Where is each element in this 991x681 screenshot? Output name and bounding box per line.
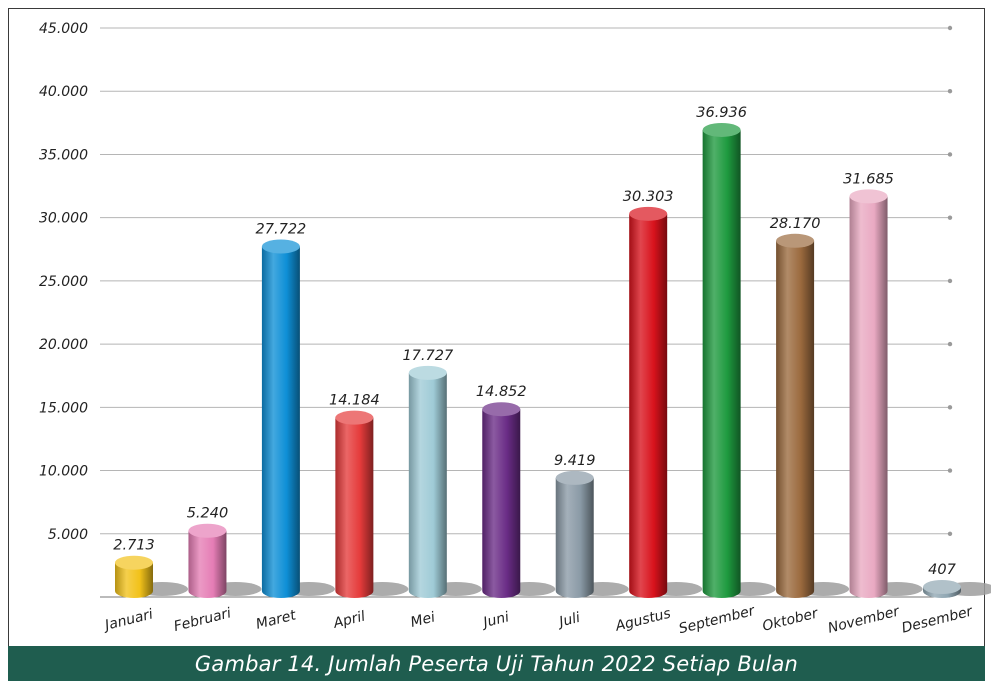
bar-body: [188, 530, 227, 598]
y-tick-label: 20.000: [39, 337, 88, 353]
bar-cap: [408, 365, 447, 380]
bar-mei: 17.727: [402, 348, 482, 598]
value-label: 17.727: [402, 348, 454, 364]
bar-cap: [702, 122, 741, 137]
category-label: Juni: [479, 609, 511, 632]
value-label: 14.852: [476, 384, 527, 400]
grid-end-dot: [947, 215, 953, 220]
category-label: April: [331, 608, 367, 632]
bar-juli: 9.419: [554, 453, 629, 598]
bar-cap: [555, 470, 594, 485]
bar-maret: 27.722: [256, 221, 335, 599]
bar-cap: [115, 555, 153, 570]
bar-februari: 5.240: [187, 506, 262, 598]
category-label: Juli: [555, 610, 582, 631]
y-tick-label: 5.000: [48, 527, 88, 543]
y-tick-label: 25.000: [39, 274, 88, 290]
bar-cap: [482, 402, 521, 417]
figure-caption: Gambar 14. Jumlah Peserta Uji Tahun 2022…: [8, 646, 985, 681]
grid-end-dot: [947, 89, 953, 94]
grid-end-dot: [947, 341, 953, 347]
y-tick-label: 10.000: [39, 464, 88, 480]
grid-end-dot: [947, 468, 953, 473]
category-label: Oktober: [761, 605, 821, 634]
bar-cap: [923, 580, 961, 594]
bar-body: [702, 129, 741, 599]
bar-body: [115, 562, 153, 598]
y-axis: 5.000 10.000 15.000 20.000 25.000 30.000 35.00…: [39, 21, 88, 543]
x-axis: Januari Februari Maret April Mei Juni Juli Agus…: [101, 603, 976, 638]
value-label: 407: [928, 562, 956, 578]
category-label: Desember: [900, 603, 975, 636]
bar-cap: [776, 233, 815, 248]
category-label: Mei: [409, 609, 437, 630]
bar-cap: [335, 410, 374, 425]
bar-body: [482, 409, 521, 598]
bar-body: [335, 417, 374, 598]
bar-body: [629, 213, 668, 599]
category-label: Maret: [254, 607, 298, 632]
bar-november: 31.685: [843, 171, 923, 598]
y-tick-label: 45.000: [39, 21, 88, 37]
bar-body: [408, 372, 447, 598]
bar-cap: [629, 206, 668, 221]
y-tick-label: 15.000: [39, 400, 88, 416]
bar-september: 36.936: [696, 105, 776, 599]
y-tick-label: 30.000: [39, 211, 88, 227]
y-tick-label: 35.000: [39, 147, 88, 163]
category-label: Agustus: [613, 606, 672, 635]
grid-end-dot: [947, 405, 953, 410]
bar-cap: [261, 239, 300, 254]
bar-cap: [188, 523, 227, 538]
bar-desember: 407: [923, 562, 991, 598]
bar-april: 14.184: [329, 393, 409, 598]
value-label: 14.184: [329, 393, 380, 409]
value-label: 31.685: [843, 171, 894, 187]
bar-body: [849, 196, 888, 598]
value-label: 5.240: [187, 506, 229, 522]
bar-juni: 14.852: [476, 384, 556, 598]
value-label: 28.170: [770, 216, 821, 232]
category-label: September: [677, 603, 757, 638]
category-label: November: [826, 603, 902, 636]
value-label: 9.419: [554, 453, 596, 469]
value-label: 36.936: [696, 105, 747, 121]
bar-cap: [849, 189, 888, 204]
bar-agustus: 30.303: [623, 189, 703, 599]
value-label: 2.713: [113, 538, 155, 554]
bar-oktober: 28.170: [770, 216, 850, 598]
value-label: 27.722: [256, 221, 307, 237]
y-tick-label: 40.000: [39, 84, 88, 100]
grid-end-dot: [947, 278, 953, 284]
grid-end-dot: [947, 152, 953, 157]
bar-januari: 2.713: [113, 538, 188, 598]
category-label: Februari: [172, 605, 233, 635]
grid-end-dot: [947, 25, 953, 31]
value-label: 30.303: [623, 189, 674, 205]
bars: 2.713 5.240 27.722 14.184 17.727 14.852 9.419 3…: [113, 105, 991, 599]
category-label: Januari: [101, 606, 155, 634]
grid-end-dot: [947, 531, 953, 536]
bar-body: [261, 246, 300, 599]
bar-body: [555, 477, 594, 598]
bar-body: [776, 240, 815, 598]
